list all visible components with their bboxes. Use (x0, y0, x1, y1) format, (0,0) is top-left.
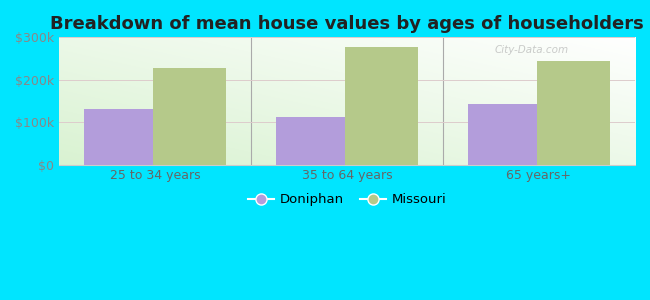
Bar (345, 47, 418, 165)
Bar (276, 117, 349, 165)
Bar (153, 68, 226, 165)
Title: Breakdown of mean house values by ages of householders: Breakdown of mean house values by ages o… (50, 15, 644, 33)
Bar (468, 104, 541, 165)
Bar (537, 61, 610, 165)
Bar (84, 110, 157, 165)
Legend: Doniphan, Missouri: Doniphan, Missouri (242, 188, 451, 212)
Text: City-Data.com: City-Data.com (494, 45, 568, 55)
